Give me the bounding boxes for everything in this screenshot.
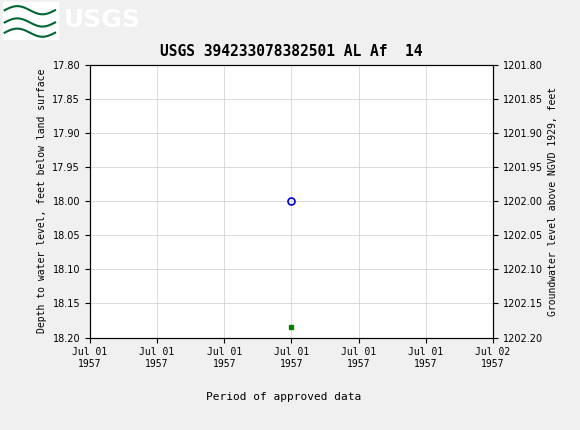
Text: USGS: USGS bbox=[64, 9, 141, 32]
Y-axis label: Groundwater level above NGVD 1929, feet: Groundwater level above NGVD 1929, feet bbox=[549, 86, 559, 316]
Title: USGS 394233078382501 AL Af  14: USGS 394233078382501 AL Af 14 bbox=[160, 44, 423, 59]
Y-axis label: Depth to water level, feet below land surface: Depth to water level, feet below land su… bbox=[37, 69, 47, 333]
Text: Period of approved data: Period of approved data bbox=[206, 392, 361, 402]
Bar bbox=[3, 2, 58, 39]
